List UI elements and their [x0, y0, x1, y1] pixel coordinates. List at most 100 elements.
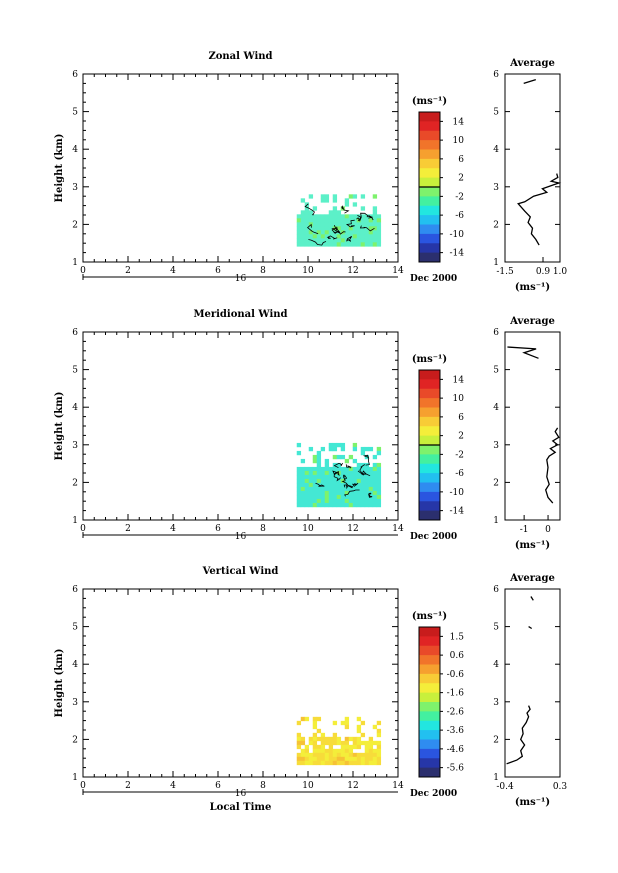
heatmap-cell — [316, 214, 322, 219]
profile-y-tick-label: 4 — [493, 660, 499, 670]
heatmap-cell — [356, 470, 362, 476]
heatmap-cell — [348, 466, 354, 472]
heatmap-cell — [296, 736, 302, 742]
heatmap-cell — [376, 478, 382, 484]
heatmap-cell — [360, 238, 366, 243]
profile-line — [517, 173, 562, 246]
heatmap-cell — [360, 222, 366, 227]
heatmap-cell — [364, 478, 370, 484]
heatmap-cell — [344, 226, 350, 231]
heatmap-cell — [316, 474, 322, 480]
heatmap-cell — [312, 724, 318, 730]
heatmap-cell — [372, 752, 378, 758]
profile-line — [530, 596, 534, 601]
heatmap-cell — [364, 752, 370, 758]
chart-title: Zonal Wind — [208, 51, 272, 62]
contour-line — [341, 480, 349, 488]
heatmap-cell — [324, 466, 330, 472]
heatmap-cell — [368, 498, 374, 504]
heatmap-cell — [376, 728, 382, 734]
colorbar-label: -4.6 — [447, 745, 465, 755]
heatmap-cell — [304, 744, 310, 750]
heatmap-cell — [328, 502, 334, 508]
heatmap-cell — [320, 756, 326, 762]
heatmap-cell — [360, 206, 366, 211]
heatmap-cell — [336, 210, 342, 215]
heatmap-cell — [356, 234, 362, 239]
heatmap-cell — [324, 218, 330, 223]
heatmap-cell — [324, 736, 330, 742]
heatmap-cell — [372, 242, 378, 247]
heatmap-cell — [340, 206, 346, 211]
heatmap-cell — [372, 194, 378, 199]
heatmap-cell — [328, 446, 334, 452]
heatmap-cell — [372, 760, 378, 766]
colorbar-swatch — [419, 215, 440, 225]
heatmap-cell — [340, 446, 346, 452]
heatmap-cell — [344, 760, 350, 766]
heatmap-cell — [316, 736, 322, 742]
heatmap-cell — [328, 748, 334, 754]
heatmap-cell — [372, 724, 378, 730]
colorbar-swatch — [419, 379, 440, 390]
heatmap-cell — [352, 194, 358, 199]
heatmap-cell — [376, 502, 382, 508]
heatmap-cell — [352, 756, 358, 762]
colorbar-label: -6 — [455, 211, 464, 221]
heatmap-cell — [376, 720, 382, 726]
heatmap-cell — [348, 502, 354, 508]
heatmap-cell — [340, 218, 346, 223]
heatmap-cell — [296, 470, 302, 476]
heatmap-cell — [348, 470, 354, 476]
heatmap-cell — [308, 446, 314, 452]
colorbar-swatch — [419, 398, 440, 408]
heatmap-cell — [372, 466, 378, 472]
profile-y-tick-label: 5 — [493, 108, 499, 118]
heatmap-cell — [304, 748, 310, 754]
heatmap-cell — [344, 720, 350, 726]
colorbar-swatch — [419, 205, 440, 216]
heatmap-cell — [324, 740, 330, 746]
heatmap-cell — [320, 740, 326, 746]
heatmap-cell — [376, 732, 382, 738]
heatmap-cell — [300, 214, 306, 219]
y-tick-label: 3 — [72, 698, 78, 708]
heatmap-cell — [360, 226, 366, 231]
colorbar-unit: (ms⁻¹) — [412, 96, 447, 107]
heatmap-cell — [368, 230, 374, 235]
colorbar-swatch — [419, 158, 440, 169]
heatmap-cell — [312, 490, 318, 496]
heatmap-cell — [304, 494, 310, 500]
heatmap-cell — [376, 446, 382, 452]
colorbar-swatch — [419, 491, 440, 502]
y-tick-label: 2 — [72, 220, 78, 230]
contour-line — [331, 228, 346, 235]
heatmap-cell — [304, 234, 310, 239]
profile-x-tick-label: -1.5 — [496, 267, 514, 277]
x-tick-label: 12 — [347, 266, 358, 276]
heatmap-cell — [348, 736, 354, 742]
heatmap-cell — [312, 222, 318, 227]
heatmap-cell — [352, 744, 358, 750]
colorbar-swatch — [419, 739, 440, 750]
heatmap-cell — [312, 760, 318, 766]
heatmap-cell — [340, 744, 346, 750]
heatmap-cell — [320, 214, 326, 219]
heatmap-cell — [344, 716, 350, 722]
heatmap-cell — [296, 760, 302, 766]
heatmap-cell — [320, 470, 326, 476]
heatmap-cell — [296, 482, 302, 488]
heatmap-cell — [316, 752, 322, 758]
colorbar-label: 6 — [458, 413, 464, 423]
heatmap-cell — [348, 744, 354, 750]
heatmap-cell — [340, 222, 346, 227]
heatmap-cell — [344, 234, 350, 239]
heatmap-cell — [328, 490, 334, 496]
profile-x-label: (ms⁻¹) — [515, 540, 550, 551]
heatmap-cell — [336, 222, 342, 227]
heatmap-cell — [316, 748, 322, 754]
heatmap-cell — [296, 502, 302, 508]
heatmap-cell — [344, 214, 350, 219]
heatmap-cell — [376, 470, 382, 476]
colorbar-label: 1.5 — [450, 632, 465, 642]
